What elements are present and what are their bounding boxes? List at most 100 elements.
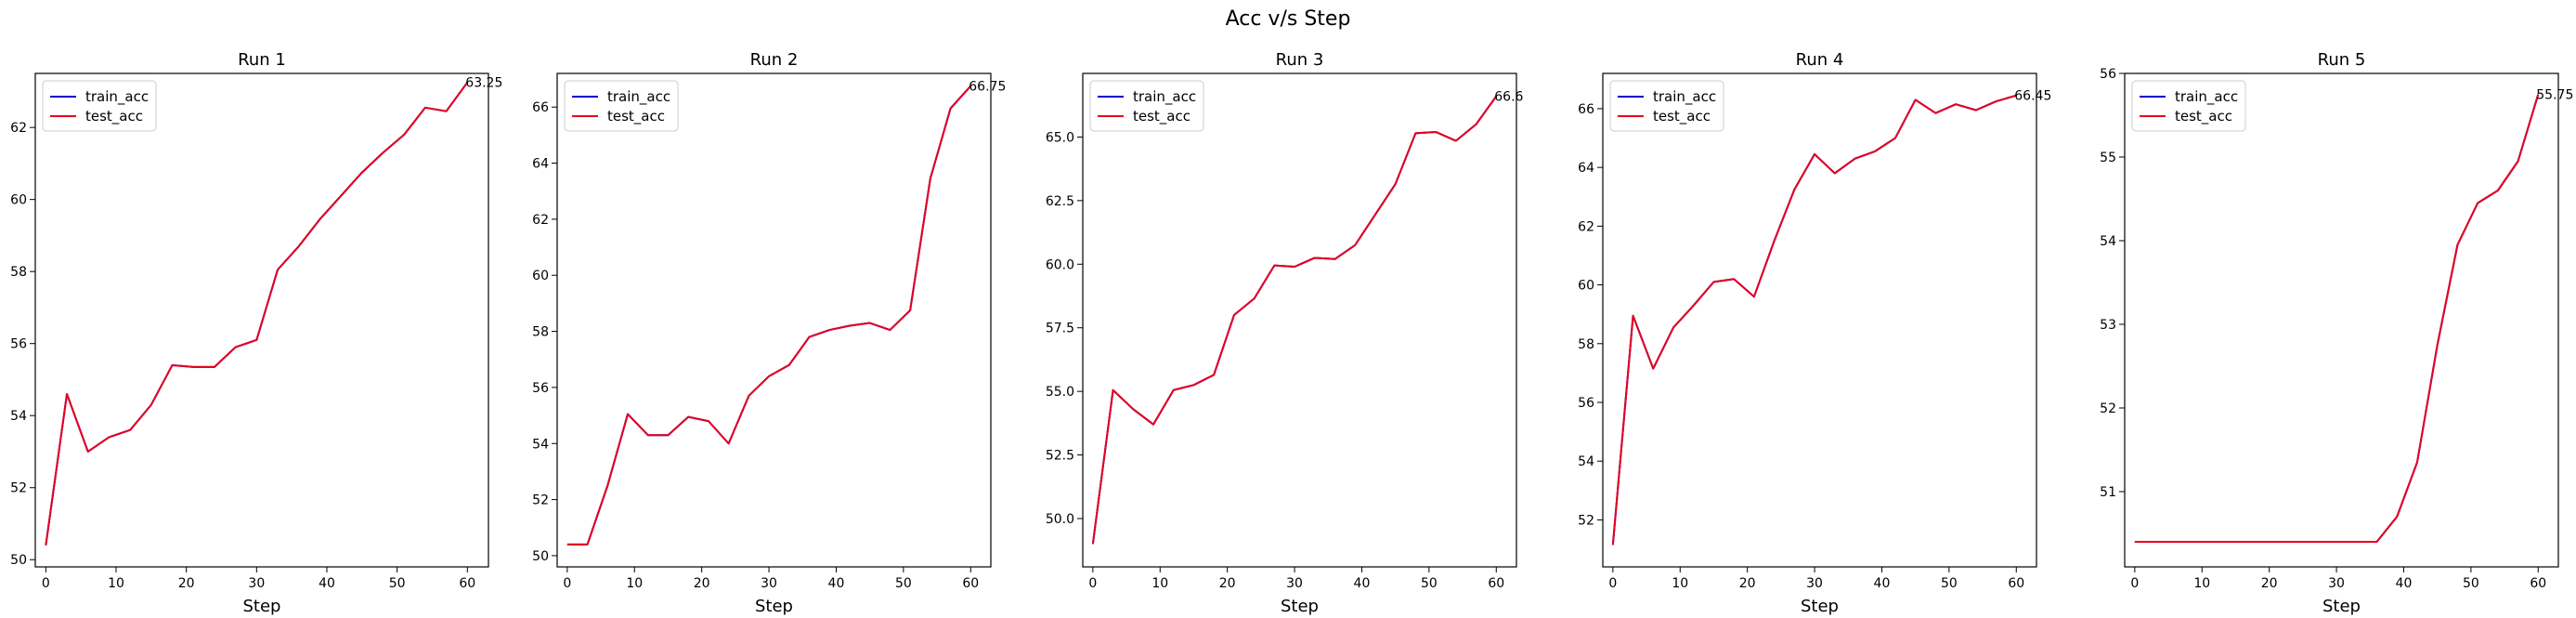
axes-frame xyxy=(1602,72,2037,568)
x-tick-label: 40 xyxy=(319,576,335,591)
x-tick-label: 10 xyxy=(108,576,124,591)
x-axis-label: Step xyxy=(2322,597,2361,616)
y-tick-label: 60 xyxy=(1578,279,1594,294)
y-tick-label: 56 xyxy=(2100,67,2116,82)
y-tick-label: 58 xyxy=(532,325,549,340)
y-tick-label: 52 xyxy=(532,493,549,508)
y-tick-label: 56 xyxy=(10,337,27,352)
end-value-label: 66.75 xyxy=(969,80,1006,95)
y-tick-label: 65.0 xyxy=(1046,130,1074,145)
x-tick-label: 10 xyxy=(1151,576,1168,591)
y-tick-label: 50 xyxy=(10,553,27,568)
y-tick-label: 60 xyxy=(532,269,549,283)
legend-box xyxy=(42,80,157,132)
x-tick-label: 30 xyxy=(761,576,777,591)
subplot-run-5: Run 5 0 10 20 30 40 50 60 51 52 53 54 55 56 Step 55.75 t… xyxy=(2100,50,2573,616)
y-tick-label: 58 xyxy=(1578,337,1594,352)
x-tick-label: 0 xyxy=(1608,576,1617,591)
subplot-title: Run 1 xyxy=(238,50,286,70)
legend-box xyxy=(2131,80,2246,132)
y-tick-label: 51 xyxy=(2100,485,2116,500)
x-tick-label: 60 xyxy=(2008,576,2024,591)
legend-label-train_acc: train_acc xyxy=(1133,88,1196,106)
x-tick-label: 50 xyxy=(1421,576,1438,591)
x-tick-label: 50 xyxy=(895,576,912,591)
y-tick-label: 52 xyxy=(10,481,27,496)
x-tick-label: 0 xyxy=(1088,576,1097,591)
legend-label-test_acc: test_acc xyxy=(1133,108,1190,125)
subplot-run-3: Run 3 0 10 20 30 40 50 60 50.0 52.5 55.0 57.5 60.0 62… xyxy=(1046,50,1524,616)
x-tick-label: 60 xyxy=(962,576,979,591)
x-tick-label: 50 xyxy=(2463,576,2479,591)
x-tick-label: 30 xyxy=(248,576,265,591)
subplot-run-4: Run 4 0 10 20 30 40 50 60 52 54 56 58 60 62 64 66 Step 66… xyxy=(1578,50,2051,616)
y-tick-label: 60 xyxy=(10,193,27,208)
x-tick-label: 40 xyxy=(1354,576,1371,591)
legend: train_acc test_acc xyxy=(1609,80,1724,132)
end-value-label: 55.75 xyxy=(2536,88,2573,103)
y-tick-label: 53 xyxy=(2100,318,2116,333)
y-tick-label: 50.0 xyxy=(1046,512,1074,527)
subplot-run-2: Run 2 0 10 20 30 40 50 60 50 52 54 56 58 60 62 64 66 Step… xyxy=(532,50,1006,616)
series-line-test_acc xyxy=(566,85,972,546)
y-tick-label: 64 xyxy=(532,157,549,172)
x-tick-label: 20 xyxy=(1739,576,1756,591)
legend-box xyxy=(564,80,679,132)
y-tick-label: 56 xyxy=(532,381,549,396)
y-tick-label: 57.5 xyxy=(1046,322,1074,336)
y-tick-label: 60.0 xyxy=(1046,257,1074,272)
y-tick-label: 54 xyxy=(532,437,549,452)
legend: train_acc test_acc xyxy=(1089,80,1204,132)
x-tick-label: 0 xyxy=(2130,576,2139,591)
x-tick-label: 10 xyxy=(1672,576,1688,591)
axes-frame xyxy=(34,72,489,568)
y-tick-label: 56 xyxy=(1578,396,1594,411)
x-tick-label: 10 xyxy=(626,576,643,591)
series-line-test_acc xyxy=(1091,96,1498,545)
x-tick-label: 50 xyxy=(389,576,406,591)
end-value-label: 66.6 xyxy=(1494,90,1523,105)
axes-frame xyxy=(2124,72,2559,568)
x-tick-label: 30 xyxy=(1286,576,1303,591)
axes-frame xyxy=(556,72,992,568)
x-axis-label: Step xyxy=(1281,597,1319,616)
y-tick-label: 50 xyxy=(532,549,549,564)
subplot-title: Run 3 xyxy=(1276,50,1324,70)
x-tick-label: 60 xyxy=(459,576,475,591)
x-tick-label: 40 xyxy=(2396,576,2413,591)
x-tick-label: 60 xyxy=(1488,576,1504,591)
y-tick-label: 54 xyxy=(1578,454,1594,469)
legend-label-train_acc: train_acc xyxy=(1653,88,1716,106)
legend-box xyxy=(1609,80,1724,132)
legend: train_acc test_acc xyxy=(564,80,679,132)
legend-label-test_acc: test_acc xyxy=(607,108,665,125)
y-tick-label: 54 xyxy=(10,409,27,424)
legend: train_acc test_acc xyxy=(42,80,157,132)
x-axis-label: Step xyxy=(755,597,793,616)
legend: train_acc test_acc xyxy=(2131,80,2246,132)
y-tick-label: 52 xyxy=(2100,401,2116,416)
y-tick-label: 54 xyxy=(2100,234,2116,249)
x-tick-label: 40 xyxy=(1874,576,1891,591)
axes-frame xyxy=(1082,72,1517,568)
subplots: Run 1 0 10 20 30 40 50 60 50 52 54 56 58 60 62 Step 63.2… xyxy=(10,50,2573,616)
y-tick-label: 62 xyxy=(1578,219,1594,234)
legend-label-test_acc: test_acc xyxy=(2175,108,2232,125)
legend-label-test_acc: test_acc xyxy=(1653,108,1711,125)
subplot-title: Run 2 xyxy=(750,50,799,70)
series-line-test_acc xyxy=(1611,94,2017,546)
subplot-title: Run 5 xyxy=(2318,50,2366,70)
legend-label-train_acc: train_acc xyxy=(2175,88,2238,106)
end-value-label: 63.25 xyxy=(465,76,502,91)
legend-label-test_acc: test_acc xyxy=(85,108,143,125)
y-tick-label: 58 xyxy=(10,265,27,280)
y-tick-label: 55 xyxy=(2100,151,2116,165)
x-tick-label: 20 xyxy=(1219,576,1236,591)
x-tick-label: 40 xyxy=(828,576,845,591)
legend-label-train_acc: train_acc xyxy=(607,88,670,106)
y-tick-label: 64 xyxy=(1578,161,1594,176)
x-tick-label: 30 xyxy=(1806,576,1823,591)
series-line-test_acc xyxy=(45,82,469,546)
figure-title: Acc v/s Step xyxy=(1226,7,1351,31)
y-tick-label: 52.5 xyxy=(1046,449,1074,464)
